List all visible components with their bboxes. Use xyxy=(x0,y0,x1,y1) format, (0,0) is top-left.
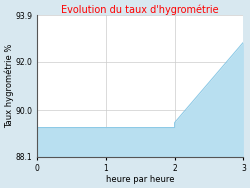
Title: Evolution du taux d'hygrométrie: Evolution du taux d'hygrométrie xyxy=(61,4,219,15)
X-axis label: heure par heure: heure par heure xyxy=(106,175,174,184)
Y-axis label: Taux hygrométrie %: Taux hygrométrie % xyxy=(4,44,14,128)
